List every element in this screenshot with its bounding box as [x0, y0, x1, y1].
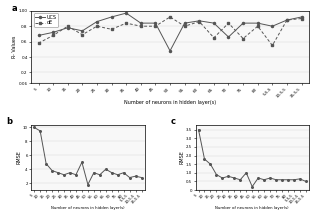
dE — [154, 25, 157, 27]
dE — [51, 34, 55, 37]
Legend: UCS, dE: UCS, dE — [34, 13, 58, 27]
dE — [285, 19, 289, 21]
dE — [197, 20, 201, 23]
dE — [37, 42, 40, 44]
dE — [168, 16, 172, 18]
Line: dE: dE — [37, 16, 303, 46]
Text: b: b — [6, 117, 12, 126]
UCS — [256, 22, 260, 24]
Y-axis label: RMSE: RMSE — [179, 150, 184, 164]
UCS — [66, 26, 70, 29]
dE — [256, 25, 260, 27]
dE — [300, 17, 304, 20]
dE — [212, 37, 216, 39]
UCS — [95, 20, 99, 23]
UCS — [212, 22, 216, 24]
dE — [271, 44, 274, 47]
UCS — [271, 25, 274, 27]
UCS — [183, 22, 187, 24]
dE — [124, 22, 128, 24]
dE — [110, 28, 114, 31]
UCS — [80, 30, 84, 32]
dE — [241, 37, 245, 40]
UCS — [227, 36, 230, 38]
UCS — [154, 22, 157, 24]
Y-axis label: R- Values: R- Values — [12, 36, 17, 58]
UCS — [300, 16, 304, 18]
X-axis label: Number of neurons in hidden layer(s): Number of neurons in hidden layer(s) — [124, 100, 216, 105]
UCS — [241, 22, 245, 24]
dE — [183, 25, 187, 27]
UCS — [110, 16, 114, 18]
X-axis label: Number of neurons in hidden layer(s): Number of neurons in hidden layer(s) — [51, 206, 125, 210]
UCS — [124, 12, 128, 14]
Text: c: c — [171, 117, 176, 126]
X-axis label: Number of neurons in hidden layer(s): Number of neurons in hidden layer(s) — [215, 206, 289, 210]
UCS — [37, 34, 40, 37]
dE — [80, 33, 84, 36]
Line: UCS: UCS — [37, 12, 303, 52]
UCS — [285, 19, 289, 21]
dE — [227, 22, 230, 24]
UCS — [168, 49, 172, 52]
UCS — [197, 19, 201, 22]
Y-axis label: RMSE: RMSE — [16, 150, 21, 164]
Text: a: a — [12, 3, 17, 13]
dE — [66, 25, 70, 27]
UCS — [51, 31, 55, 34]
UCS — [139, 22, 143, 24]
dE — [139, 25, 143, 27]
dE — [95, 25, 99, 27]
